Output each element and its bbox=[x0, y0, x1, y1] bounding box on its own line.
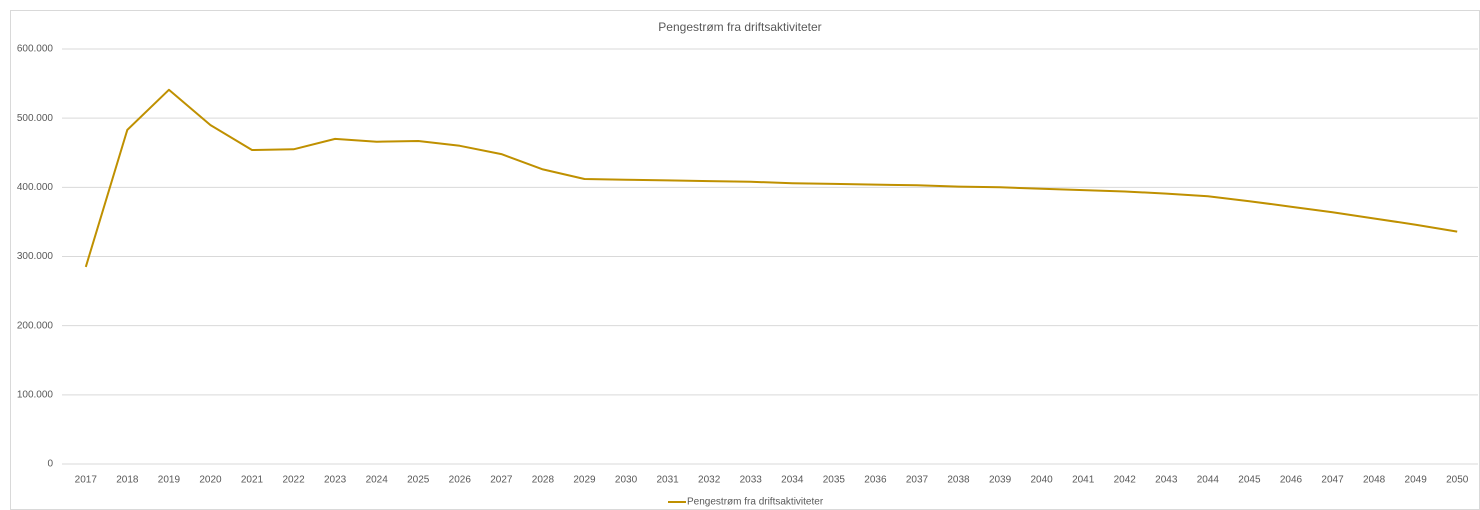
x-tick-label: 2042 bbox=[1114, 475, 1137, 486]
x-tick-label: 2033 bbox=[740, 475, 763, 486]
x-tick-label: 2043 bbox=[1155, 475, 1178, 486]
x-tick-label: 2048 bbox=[1363, 475, 1386, 486]
x-tick-label: 2022 bbox=[282, 475, 305, 486]
x-tick-label: 2039 bbox=[989, 475, 1012, 486]
legend-label: Pengestrøm fra driftsaktiviteter bbox=[687, 497, 824, 508]
x-tick-label: 2032 bbox=[698, 475, 721, 486]
x-tick-label: 2030 bbox=[615, 475, 638, 486]
y-tick-label: 200.000 bbox=[17, 320, 54, 331]
x-tick-label: 2018 bbox=[116, 475, 139, 486]
x-tick-label: 2035 bbox=[823, 475, 846, 486]
y-tick-label: 400.000 bbox=[17, 182, 54, 193]
x-tick-label: 2049 bbox=[1405, 475, 1428, 486]
x-tick-label: 2031 bbox=[656, 475, 679, 486]
x-tick-label: 2045 bbox=[1238, 475, 1261, 486]
x-tick-label: 2021 bbox=[241, 475, 264, 486]
x-tick-label: 2050 bbox=[1446, 475, 1469, 486]
x-tick-label: 2041 bbox=[1072, 475, 1095, 486]
x-tick-label: 2036 bbox=[864, 475, 887, 486]
x-tick-label: 2029 bbox=[573, 475, 596, 486]
x-tick-label: 2046 bbox=[1280, 475, 1303, 486]
x-tick-label: 2047 bbox=[1321, 475, 1344, 486]
x-tick-label: 2020 bbox=[199, 475, 222, 486]
y-tick-label: 300.000 bbox=[17, 251, 54, 262]
y-tick-label: 0 bbox=[47, 459, 53, 470]
x-tick-label: 2028 bbox=[532, 475, 555, 486]
x-tick-label: 2040 bbox=[1031, 475, 1054, 486]
chart-title: Pengestrøm fra driftsaktiviteter bbox=[658, 20, 821, 34]
y-tick-label: 600.000 bbox=[17, 44, 54, 55]
x-tick-label: 2044 bbox=[1197, 475, 1220, 486]
x-tick-label: 2019 bbox=[158, 475, 181, 486]
x-tick-label: 2027 bbox=[490, 475, 513, 486]
line bbox=[84, 88, 1458, 268]
x-tick-label: 2024 bbox=[366, 475, 389, 486]
x-tick-label: 2038 bbox=[947, 475, 970, 486]
y-tick-label: 500.000 bbox=[17, 113, 54, 124]
x-tick-label: 2017 bbox=[75, 475, 98, 486]
y-tick-label: 100.000 bbox=[17, 389, 54, 400]
x-tick-label: 2023 bbox=[324, 475, 347, 486]
x-tick-label: 2034 bbox=[781, 475, 804, 486]
x-tick-label: 2025 bbox=[407, 475, 430, 486]
x-tick-label: 2037 bbox=[906, 475, 929, 486]
chart-border bbox=[10, 10, 1480, 510]
x-tick-label: 2026 bbox=[449, 475, 472, 486]
